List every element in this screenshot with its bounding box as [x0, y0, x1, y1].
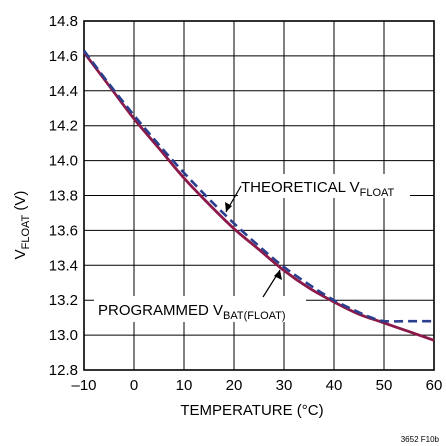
- programmed-label-main: PROGRAMMED V: [98, 302, 223, 319]
- y-tick-label: 13.0: [49, 327, 78, 344]
- y-tick-label: 14.8: [49, 13, 78, 30]
- x-tick-label: 30: [276, 377, 293, 394]
- x-axis-title: TEMPERATURE (°C): [180, 402, 323, 419]
- programmed-label-bg: [94, 296, 306, 322]
- programmed-arrow-head: [274, 270, 282, 280]
- programmed-label-sub: BAT(FLOAT): [223, 310, 286, 322]
- y-tick-label: 13.8: [49, 188, 78, 205]
- x-tick-label: 0: [130, 377, 138, 394]
- y-axis-title-sub: FLOAT: [20, 214, 32, 249]
- y-tick-labels: 12.8 13.0 13.2 13.4 13.6 13.8 14.0 14.2 14.4 14.6…: [49, 13, 78, 379]
- x-tick-label: 50: [376, 377, 393, 394]
- theoretical-float-line: [82, 49, 434, 323]
- y-tick-label: 12.8: [49, 362, 78, 379]
- x-tick-label: 40: [326, 377, 343, 394]
- y-tick-label: 14.2: [49, 118, 78, 135]
- x-tick-label: 20: [226, 377, 243, 394]
- theoretical-annotation: THEORETICAL VFLOAT: [225, 174, 410, 213]
- x-tick-label: 10: [176, 377, 193, 394]
- programmed-annotation: PROGRAMMED VBAT(FLOAT): [94, 269, 306, 322]
- theoretical-label-sub: FLOAT: [360, 187, 395, 199]
- x-tick-label: –10: [71, 377, 96, 394]
- y-tick-label: 13.6: [49, 222, 78, 239]
- programmed-float-line: [82, 51, 435, 342]
- plot-frame: [83, 20, 435, 371]
- figure-id: 3652 F10b: [401, 435, 440, 444]
- y-axis-title-unit: (V): [12, 191, 29, 215]
- theoretical-label-main: THEORETICAL V: [241, 179, 360, 196]
- data-series: [82, 49, 435, 342]
- y-axis-title: VFLOAT (V): [12, 191, 32, 260]
- y-tick-label: 14.0: [49, 153, 78, 170]
- x-tick-labels: –10 0 10 20 30 40 50 60: [71, 377, 442, 394]
- theoretical-arrow-head: [225, 202, 232, 212]
- y-tick-label: 14.4: [49, 83, 78, 100]
- y-tick-label: 13.4: [49, 257, 78, 274]
- y-axis-title-main: V: [12, 249, 29, 259]
- y-tick-label: 14.6: [49, 48, 78, 65]
- theoretical-label-bg: [238, 174, 410, 198]
- programmed-label: PROGRAMMED VBAT(FLOAT): [98, 302, 286, 322]
- y-tick-label: 13.2: [49, 292, 78, 309]
- x-tick-label: 60: [426, 377, 443, 394]
- theoretical-label: THEORETICAL VFLOAT: [241, 179, 395, 199]
